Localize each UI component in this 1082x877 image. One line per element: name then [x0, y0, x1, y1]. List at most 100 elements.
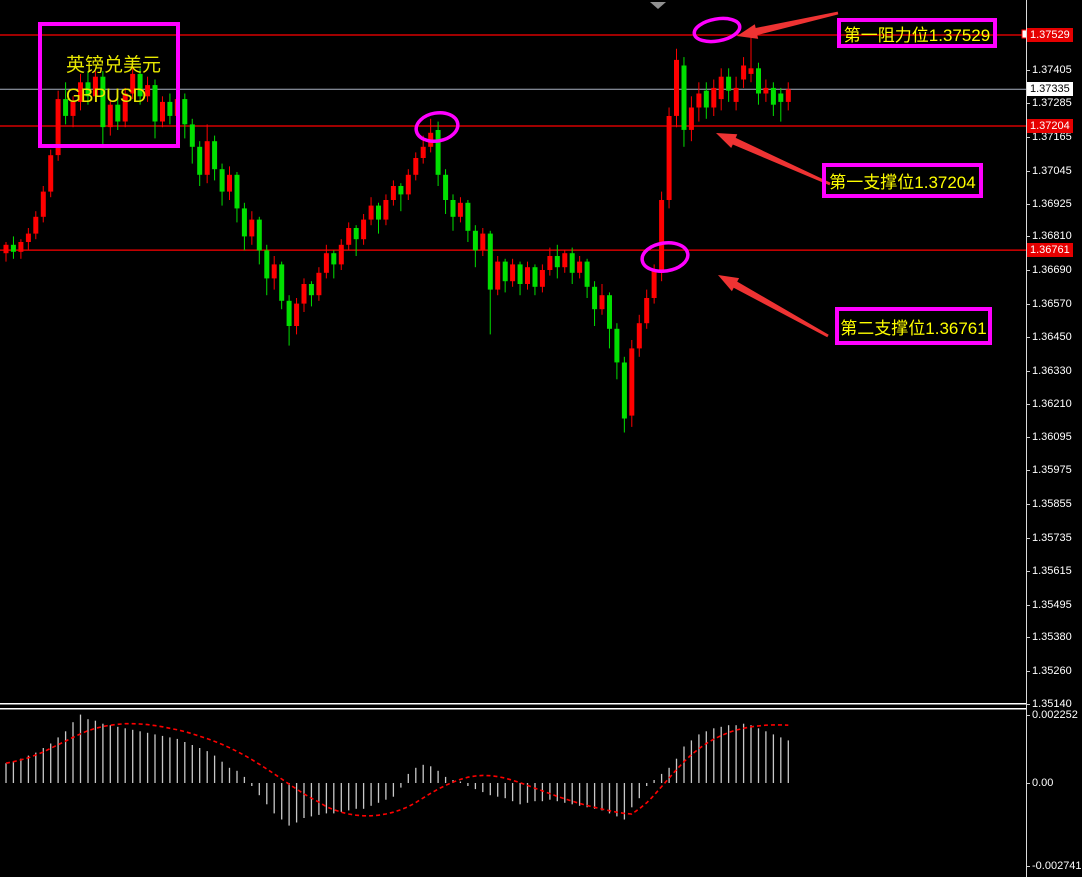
price-tick: 1.37285: [1032, 97, 1072, 109]
candle: [562, 253, 568, 268]
support2-ellipse[interactable]: [640, 240, 690, 274]
scale-tick-mark: [1026, 370, 1030, 372]
macd-signal-line: [5, 722, 789, 817]
chart-object-marker-icon[interactable]: [650, 2, 666, 9]
candle: [271, 264, 277, 279]
price-tick: 1.35260: [1032, 665, 1072, 677]
price-scale[interactable]: 1.37405 1.37285 1.37165 1.37045 1.36925 1.368…: [1026, 0, 1082, 877]
macd-layer: [5, 714, 789, 826]
price-tick: 1.36095: [1032, 431, 1072, 443]
candle: [748, 68, 754, 74]
scale-tick-mark: [1026, 436, 1030, 438]
resistance1-ellipse[interactable]: [692, 15, 742, 45]
symbol-highlight-box[interactable]: [38, 22, 180, 148]
scale-tick-mark: [1026, 69, 1030, 71]
candle: [361, 219, 367, 240]
candle: [279, 264, 285, 301]
support2-arrow[interactable]: [718, 275, 829, 338]
candle: [726, 76, 732, 91]
candle: [85, 82, 91, 97]
resistance1-label[interactable]: 第一阻力位1.37529: [837, 18, 997, 48]
price-tick: 1.36690: [1032, 264, 1072, 276]
candle: [405, 174, 411, 195]
candle: [152, 85, 158, 122]
candle: [92, 76, 98, 97]
candle: [785, 89, 791, 102]
scale-tick-mark: [1026, 570, 1030, 572]
candle: [517, 264, 523, 284]
scale-tick-mark: [1026, 703, 1030, 705]
candle: [703, 90, 709, 108]
candle: [368, 205, 374, 220]
resistance1-arrow[interactable]: [737, 11, 839, 39]
candle: [55, 99, 61, 156]
candle: [659, 200, 665, 273]
candle: [756, 68, 761, 94]
candle: [778, 93, 784, 102]
scale-tick-mark: [1026, 336, 1030, 338]
candle: [78, 82, 83, 102]
candle: [577, 261, 583, 273]
candle: [189, 124, 195, 147]
candle: [323, 253, 329, 273]
candle: [316, 272, 322, 296]
candle: [353, 228, 359, 240]
candle: [487, 233, 493, 290]
support1-ellipse[interactable]: [414, 110, 460, 145]
candle: [420, 146, 426, 158]
support1-label[interactable]: 第一支撑位1.37204: [822, 163, 983, 198]
candle: [18, 242, 24, 252]
price-tick: -0.002741: [1032, 860, 1082, 872]
price-tick: 1.35140: [1032, 698, 1072, 710]
price-tick: 0.00: [1032, 777, 1054, 789]
level-lines-layer: [0, 34, 1026, 251]
price-tick: 1.35735: [1032, 532, 1072, 544]
candle: [308, 284, 314, 296]
level-price-label: 1.36761: [1027, 243, 1073, 257]
scale-tick-mark: [1026, 670, 1030, 672]
price-tick: 1.36210: [1032, 398, 1072, 410]
candle: [390, 186, 396, 200]
candle: [301, 284, 307, 304]
level-price-label: 1.37529: [1027, 28, 1073, 42]
candle: [182, 99, 188, 125]
current-price-label: 1.37335: [1027, 82, 1073, 96]
scale-tick-mark: [1026, 203, 1030, 205]
candle: [70, 101, 76, 116]
candle: [130, 73, 136, 94]
candle: [338, 244, 344, 265]
price-tick: 0.002252: [1032, 709, 1078, 721]
support1-arrow[interactable]: [716, 133, 831, 186]
candle: [457, 202, 463, 217]
candle: [465, 202, 471, 231]
scale-tick-mark: [1026, 102, 1030, 104]
candle: [219, 169, 225, 192]
candle: [674, 59, 679, 116]
candle: [115, 104, 121, 122]
candle: [241, 208, 247, 237]
candle: [644, 298, 650, 324]
price-tick: 1.35855: [1032, 498, 1072, 510]
candle: [525, 267, 530, 284]
candle: [346, 228, 352, 245]
price-tick: 1.36450: [1032, 331, 1072, 343]
candle: [137, 73, 143, 97]
candle: [584, 261, 590, 287]
scale-tick-mark: [1026, 503, 1030, 505]
scale-tick-mark: [1026, 170, 1030, 172]
candle: [495, 261, 501, 290]
candle: [160, 101, 165, 122]
candle: [10, 244, 16, 252]
candle: [621, 362, 627, 419]
candle: [554, 256, 560, 268]
candle: [100, 76, 106, 128]
candle: [122, 93, 128, 122]
candle: [651, 270, 657, 298]
support2-label[interactable]: 第二支撑位1.36761: [835, 307, 992, 345]
candle: [197, 146, 203, 175]
candles-layer: [3, 35, 791, 433]
scale-tick-mark: [1026, 303, 1030, 305]
candle: [502, 261, 508, 282]
